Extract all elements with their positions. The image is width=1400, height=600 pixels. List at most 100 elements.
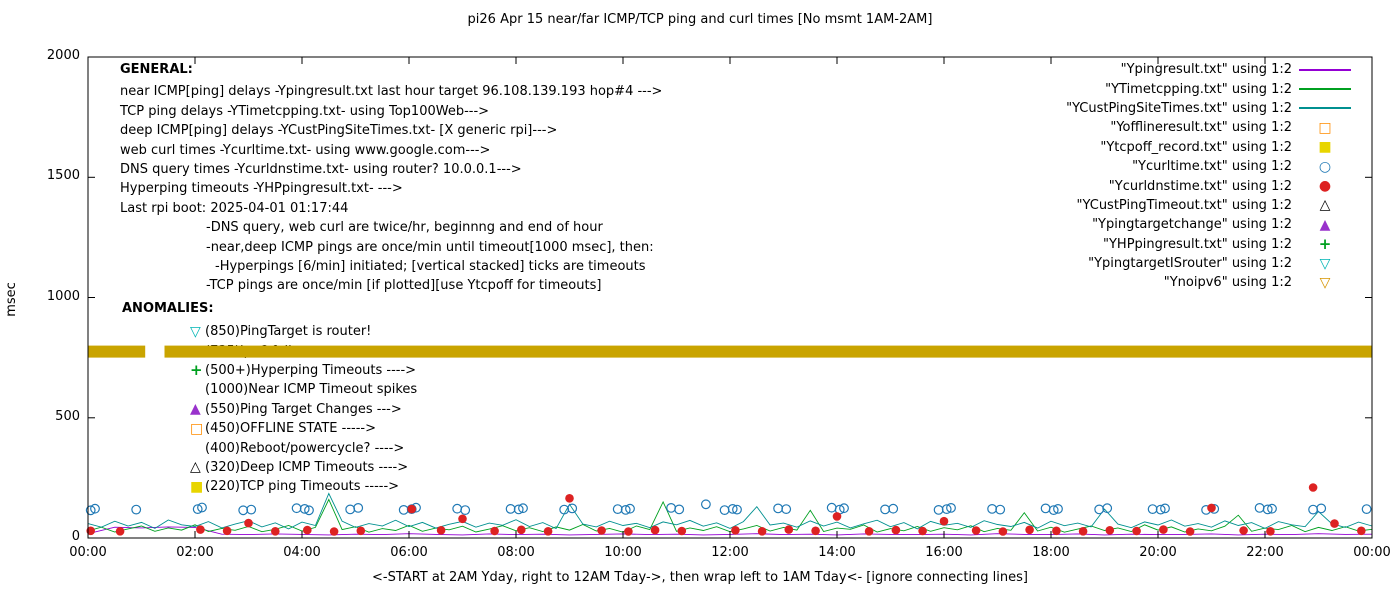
anomaly-item: + (500+)Hyperping Timeouts ---->: [190, 361, 417, 380]
y-tick-label: 0: [71, 529, 80, 544]
general-annotation: GENERAL: near ICMP[ping] delays -Ypingre…: [120, 60, 662, 296]
x-axis-caption: <-START at 2AM Yday, right to 12AM Tday-…: [372, 570, 1028, 585]
triangle-down-open-icon: ▽: [1319, 255, 1331, 272]
x-tick-label: 10:00: [604, 545, 642, 560]
anomaly-item: ▲ (550)Ping Target Changes --->: [190, 400, 417, 419]
circle-filled-icon: ●: [1292, 179, 1358, 193]
x-tick-label: 02:00: [176, 545, 214, 560]
anomaly-text: (400)Reboot/powercycle? ---->: [205, 440, 405, 456]
line-sample-icon: [1292, 68, 1358, 71]
y-axis-label: msec: [3, 282, 19, 317]
legend-label: "Ynoipv6" using 1:2: [1163, 275, 1292, 291]
legend-entry: "Yofflineresult.txt" using 1:2 □: [1066, 118, 1358, 137]
y-tick-label: 500: [55, 408, 80, 424]
x-tick-label: 14:00: [818, 545, 856, 560]
legend-label: "YCustPingTimeout.txt" using 1:2: [1076, 197, 1292, 213]
legend-entry: "YpingtargetISrouter" using 1:2 ▽: [1066, 254, 1358, 273]
triangle-up-filled-icon: ▲: [190, 401, 201, 418]
anomalies-list: ▽ (850)PingTarget is router! ▽ (735)ipv6 fa…: [190, 322, 417, 497]
triangle-up-open-icon: △: [1319, 197, 1331, 214]
circle-open-icon: ○: [1318, 158, 1332, 175]
legend-label: "Ycurltime.txt" using 1:2: [1132, 159, 1292, 175]
legend-label: "YpingtargetISrouter" using 1:2: [1088, 256, 1292, 272]
square-open-icon: □: [1292, 121, 1358, 135]
general-line: -Hyperpings [6/min] initiated; [vertical…: [215, 259, 646, 275]
anomaly-item: ■ (220)TCP ping Timeouts ----->: [190, 477, 417, 496]
chart-title: pi26 Apr 15 near/far ICMP/TCP ping and c…: [467, 12, 933, 27]
anomaly-item: ▽ (850)PingTarget is router!: [190, 322, 417, 341]
plus-icon: +: [190, 361, 203, 380]
legend-entry: "YHPpingresult.txt" using 1:2 +: [1066, 235, 1358, 254]
square-filled-icon: ■: [190, 478, 204, 495]
general-line: Last rpi boot: 2025-04-01 01:17:44: [120, 200, 349, 216]
plus-icon: +: [1318, 235, 1332, 254]
anomaly-item: △ (320)Deep ICMP Timeouts ---->: [190, 458, 417, 477]
series-YTimetcpping.txt: [87, 498, 1373, 533]
x-tick-label: 04:00: [283, 545, 321, 560]
noipv6-band: [88, 345, 146, 358]
anomaly-text: (850)PingTarget is router!: [205, 324, 372, 340]
legend-label: "YTimetcpping.txt" using 1:2: [1105, 81, 1292, 97]
x-tick-label: 12:00: [711, 545, 749, 560]
anomalies-heading: ANOMALIES:: [122, 301, 214, 316]
line-sample-icon: [1299, 88, 1351, 91]
anomaly-text: (220)TCP ping Timeouts ----->: [205, 479, 400, 495]
triangle-up-filled-icon: ▲: [1319, 216, 1331, 233]
anomaly-item: □ (450)OFFLINE STATE ----->: [190, 419, 417, 438]
anomaly-text: (550)Ping Target Changes --->: [205, 401, 402, 417]
legend-label: "Yofflineresult.txt" using 1:2: [1110, 120, 1292, 136]
legend-label: "YCustPingSiteTimes.txt" using 1:2: [1066, 100, 1292, 116]
general-line: DNS query times -Ycurldnstime.txt- using…: [120, 162, 522, 178]
general-heading: GENERAL:: [120, 62, 193, 77]
circle-open-icon: ○: [1292, 160, 1358, 174]
legend-label: "Ytcpoff_record.txt" using 1:2: [1100, 139, 1292, 155]
anomaly-item: (1000)Near ICMP Timeout spikes: [190, 380, 417, 399]
square-filled-icon: ■: [1318, 139, 1332, 156]
legend-entry: "Ytcpoff_record.txt" using 1:2 ■: [1066, 138, 1358, 157]
legend-entry: "Ynoipv6" using 1:2 ▽: [1066, 273, 1358, 292]
square-open-icon: □: [190, 420, 204, 437]
general-line: -DNS query, web curl are twice/hr, begin…: [206, 220, 603, 236]
general-line: deep ICMP[ping] delays -YCustPingSiteTim…: [120, 123, 558, 139]
x-tick-label: 06:00: [390, 545, 428, 560]
series-Ypingresult.txt: [87, 526, 1373, 536]
y-tick-label: 2000: [46, 48, 80, 63]
legend-label: "Ypingresult.txt" using 1:2: [1120, 62, 1292, 78]
square-filled-icon: ■: [1292, 140, 1358, 154]
triangle-down-open-icon: ▽: [190, 323, 201, 340]
series-Ycurltime.txt: [85, 499, 1372, 516]
anomaly-item: ▽ (735)ipv6 failure --->: [190, 341, 417, 360]
series-YCustPingSiteTimes.txt: [87, 492, 1373, 530]
anomaly-text: (1000)Near ICMP Timeout spikes: [205, 382, 418, 398]
line-sample-icon: [1299, 68, 1351, 71]
triangle-up-open-icon: △: [1292, 198, 1358, 212]
legend-label: "Ypingtargetchange" using 1:2: [1092, 217, 1292, 233]
general-line: -near,deep ICMP pings are once/min until…: [206, 239, 654, 255]
general-lines: near ICMP[ping] delays -Ypingresult.txt …: [120, 82, 662, 295]
triangle-down-open-icon: ▽: [1292, 257, 1358, 271]
general-line: -TCP pings are once/min [if plotted][use…: [206, 278, 602, 294]
legend-entry: "Ycurldnstime.txt" using 1:2 ●: [1066, 176, 1358, 195]
legend-entry: "Ycurltime.txt" using 1:2 ○: [1066, 157, 1358, 176]
y-tick-label: 1500: [46, 168, 80, 184]
x-tick-label: 18:00: [1032, 545, 1070, 560]
anomaly-text: (735)ipv6 failure --->: [205, 343, 343, 359]
general-line: web curl times -Ycurltime.txt- using www…: [120, 142, 491, 158]
anomaly-item: (400)Reboot/powercycle? ---->: [190, 438, 417, 457]
x-tick-label: 08:00: [497, 545, 535, 560]
x-tick-label: 22:00: [1246, 545, 1284, 560]
y-tick-label: 1000: [46, 288, 80, 304]
legend-entry: "YCustPingTimeout.txt" using 1:2 △: [1066, 196, 1358, 215]
x-tick-label: 20:00: [1139, 545, 1177, 560]
triangle-down-open-icon: ▽: [190, 343, 201, 360]
triangle-up-open-icon: △: [190, 459, 201, 476]
legend-entry: "YTimetcpping.txt" using 1:2: [1066, 79, 1358, 98]
x-tick-label: 00:00: [69, 545, 107, 560]
anomaly-text: (500+)Hyperping Timeouts ---->: [205, 362, 417, 378]
triangle-down-open-icon: ▽: [1292, 276, 1358, 290]
legend-entry: "Ypingresult.txt" using 1:2: [1066, 60, 1358, 79]
line-sample-icon: [1299, 107, 1351, 110]
triangle-up-filled-icon: ▲: [1292, 218, 1358, 232]
general-line: Hyperping timeouts -YHPpingresult.txt- -…: [120, 181, 403, 197]
